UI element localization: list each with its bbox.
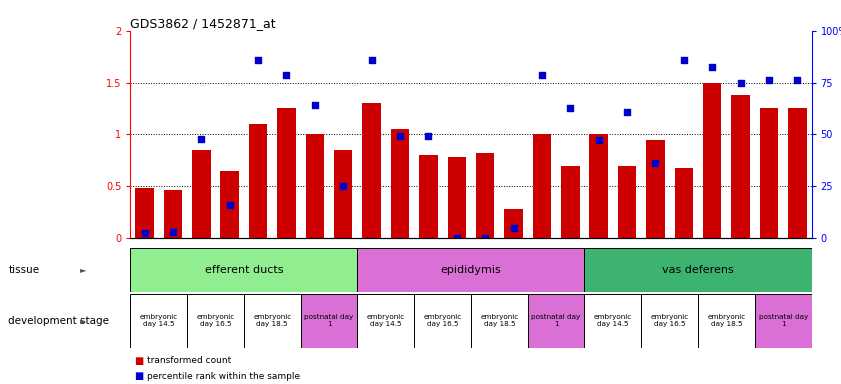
Bar (187, 294, 244, 348)
Bar (220, 170, 239, 238)
Text: epididymis: epididymis (441, 265, 501, 275)
Point (251, 57, 265, 63)
Point (308, 102, 321, 108)
Text: embryonic
day 16.5: embryonic day 16.5 (197, 314, 235, 327)
Bar (505, 209, 523, 238)
Point (450, 235, 463, 241)
Text: ►: ► (80, 265, 87, 274)
Point (336, 183, 350, 189)
Bar (674, 167, 693, 238)
Point (677, 57, 690, 63)
Bar (249, 124, 267, 238)
Bar (305, 134, 324, 238)
Text: tissue: tissue (8, 265, 40, 275)
Bar (759, 108, 778, 238)
Point (791, 78, 804, 84)
Bar (135, 188, 154, 238)
Text: postnatal day
1: postnatal day 1 (532, 314, 581, 327)
Bar (618, 166, 637, 238)
Bar (584, 294, 641, 348)
Text: embryonic
day 16.5: embryonic day 16.5 (651, 314, 689, 327)
Bar (584, 248, 812, 292)
Bar (419, 155, 437, 238)
Bar (362, 103, 381, 238)
Point (507, 225, 521, 231)
Text: vas deferens: vas deferens (662, 265, 734, 275)
Text: embryonic
day 18.5: embryonic day 18.5 (480, 314, 518, 327)
Text: ■: ■ (135, 356, 144, 366)
Text: transformed count: transformed count (147, 356, 231, 366)
Point (479, 235, 492, 241)
Point (648, 161, 662, 167)
Bar (561, 166, 579, 238)
Text: embryonic
day 18.5: embryonic day 18.5 (707, 314, 745, 327)
Bar (130, 294, 187, 348)
Bar (754, 294, 812, 348)
Bar (130, 248, 357, 292)
Bar (532, 134, 551, 238)
Point (592, 137, 606, 143)
Text: percentile rank within the sample: percentile rank within the sample (147, 372, 300, 381)
Bar (192, 150, 210, 238)
Bar (447, 157, 466, 238)
Bar (334, 150, 352, 238)
Point (535, 72, 548, 78)
Point (394, 133, 407, 139)
Bar (732, 95, 750, 238)
Bar (471, 294, 528, 348)
Bar (391, 129, 410, 238)
Bar (164, 190, 182, 238)
Bar (300, 294, 357, 348)
Point (223, 202, 236, 208)
Text: development stage: development stage (8, 316, 109, 326)
Point (167, 229, 180, 235)
Bar (698, 294, 754, 348)
Point (421, 133, 435, 139)
Bar (357, 248, 584, 292)
Bar (590, 134, 608, 238)
Bar (414, 294, 471, 348)
Text: ►: ► (80, 316, 87, 325)
Text: GDS3862 / 1452871_at: GDS3862 / 1452871_at (130, 17, 276, 30)
Point (621, 109, 634, 115)
Text: embryonic
day 14.5: embryonic day 14.5 (140, 314, 177, 327)
Bar (476, 153, 495, 238)
Bar (641, 294, 698, 348)
Text: embryonic
day 16.5: embryonic day 16.5 (424, 314, 462, 327)
Point (563, 105, 577, 111)
Point (706, 64, 719, 70)
Point (194, 136, 208, 142)
Text: efferent ducts: efferent ducts (204, 265, 283, 275)
Text: embryonic
day 18.5: embryonic day 18.5 (253, 314, 291, 327)
Point (138, 230, 151, 236)
Bar (278, 108, 296, 238)
Bar (528, 294, 584, 348)
Point (734, 79, 748, 86)
Bar (788, 108, 807, 238)
Text: ■: ■ (135, 371, 144, 381)
Point (762, 78, 775, 84)
Text: postnatal day
1: postnatal day 1 (759, 314, 808, 327)
Text: embryonic
day 14.5: embryonic day 14.5 (367, 314, 405, 327)
Text: postnatal day
1: postnatal day 1 (304, 314, 354, 327)
Bar (244, 294, 300, 348)
Bar (703, 83, 722, 238)
Point (365, 57, 378, 63)
Point (280, 72, 294, 78)
Bar (646, 140, 664, 238)
Text: embryonic
day 14.5: embryonic day 14.5 (594, 314, 632, 327)
Bar (357, 294, 414, 348)
